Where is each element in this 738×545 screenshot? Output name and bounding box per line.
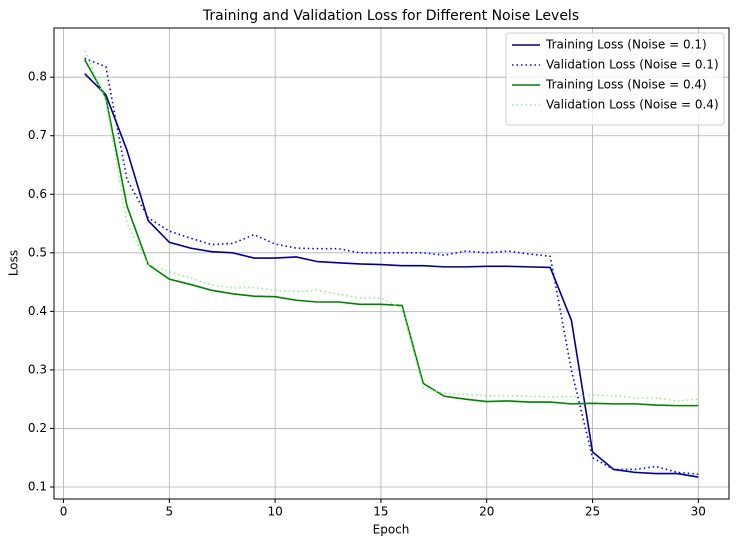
y-tick-label: 0.3 — [28, 362, 47, 376]
x-axis-label: Epoch — [373, 523, 410, 537]
legend-label: Validation Loss (Noise = 0.1) — [546, 58, 719, 72]
y-tick-label: 0.1 — [28, 479, 47, 493]
x-tick-label: 30 — [691, 505, 706, 519]
y-tick-label: 0.6 — [28, 187, 47, 201]
series-line — [84, 73, 699, 478]
y-tick-label: 0.8 — [28, 70, 47, 84]
y-tick-label: 0.5 — [28, 245, 47, 259]
chart-title: Training and Validation Loss for Differe… — [202, 8, 579, 24]
y-axis-label: Loss — [7, 250, 21, 276]
legend-label: Validation Loss (Noise = 0.4) — [546, 98, 719, 112]
x-tick-label: 10 — [267, 505, 282, 519]
series-line — [83, 59, 699, 407]
y-tick-label: 0.7 — [28, 128, 47, 142]
x-tick-label: 5 — [166, 505, 174, 519]
x-tick-label: 25 — [585, 505, 600, 519]
legend: Training Loss (Noise = 0.1) Validation Lo… — [505, 32, 725, 126]
x-tick-label: 0 — [60, 505, 68, 519]
x-tick-label: 15 — [373, 505, 388, 519]
x-tick-label: 20 — [479, 505, 494, 519]
y-tick-label: 0.2 — [28, 421, 47, 435]
legend-box — [505, 32, 725, 126]
legend-label: Training Loss (Noise = 0.1) — [545, 38, 707, 52]
plot-frame — [53, 27, 730, 500]
y-tick-label: 0.4 — [28, 304, 47, 318]
legend-label: Training Loss (Noise = 0.4) — [545, 78, 707, 92]
series-line — [83, 50, 699, 402]
